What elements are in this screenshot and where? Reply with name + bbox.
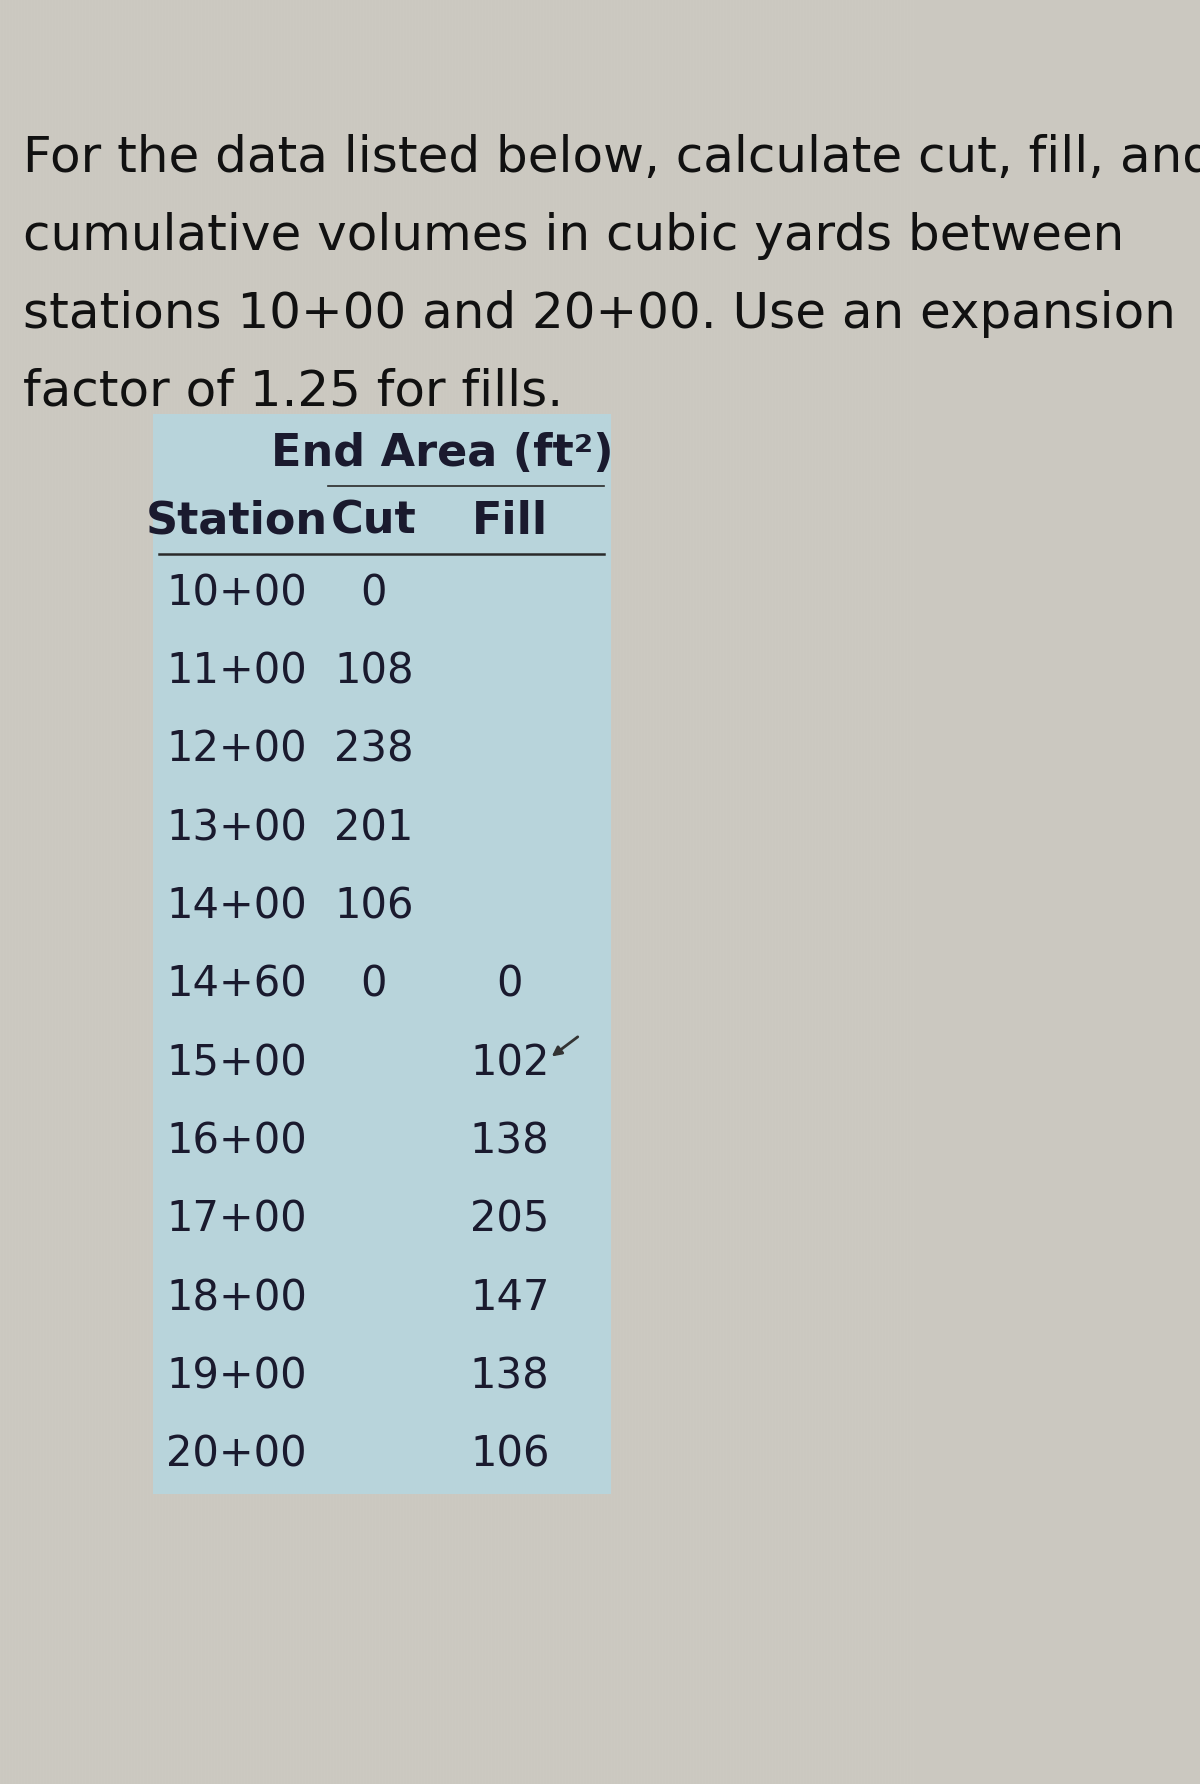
Text: 14+60: 14+60 xyxy=(166,963,307,1006)
Text: 138: 138 xyxy=(470,1356,550,1397)
Text: 17+00: 17+00 xyxy=(167,1199,307,1242)
Text: 0: 0 xyxy=(361,573,388,614)
Text: Station: Station xyxy=(145,500,328,542)
Text: 138: 138 xyxy=(470,1120,550,1163)
Text: 18+00: 18+00 xyxy=(166,1277,307,1318)
Text: 106: 106 xyxy=(334,885,414,928)
Text: For the data listed below, calculate cut, fill, and: For the data listed below, calculate cut… xyxy=(23,134,1200,182)
Text: 13+00: 13+00 xyxy=(166,806,307,849)
Text: 106: 106 xyxy=(470,1434,550,1475)
Text: End Area (ft²): End Area (ft²) xyxy=(270,432,613,475)
Text: 201: 201 xyxy=(335,806,414,849)
Text: 10+00: 10+00 xyxy=(166,573,307,614)
Text: 238: 238 xyxy=(334,730,414,771)
Text: 0: 0 xyxy=(361,963,388,1006)
Text: stations 10+00 and 20+00. Use an expansion: stations 10+00 and 20+00. Use an expansi… xyxy=(23,291,1176,337)
Text: cumulative volumes in cubic yards between: cumulative volumes in cubic yards betwee… xyxy=(23,212,1124,260)
Text: 11+00: 11+00 xyxy=(166,651,307,692)
Text: Cut: Cut xyxy=(331,500,416,542)
Text: 102: 102 xyxy=(470,1042,550,1085)
Text: Fill: Fill xyxy=(472,500,548,542)
Text: 147: 147 xyxy=(470,1277,550,1318)
Text: 20+00: 20+00 xyxy=(167,1434,307,1475)
Text: 0: 0 xyxy=(497,963,523,1006)
Text: 16+00: 16+00 xyxy=(166,1120,307,1163)
Text: 108: 108 xyxy=(334,651,414,692)
Text: 15+00: 15+00 xyxy=(166,1042,307,1085)
Text: 12+00: 12+00 xyxy=(167,730,307,771)
Text: factor of 1.25 for fills.: factor of 1.25 for fills. xyxy=(23,368,563,416)
Text: 19+00: 19+00 xyxy=(167,1356,307,1397)
Text: 205: 205 xyxy=(470,1199,550,1242)
Text: 14+00: 14+00 xyxy=(166,885,307,928)
Bar xyxy=(152,414,611,1493)
